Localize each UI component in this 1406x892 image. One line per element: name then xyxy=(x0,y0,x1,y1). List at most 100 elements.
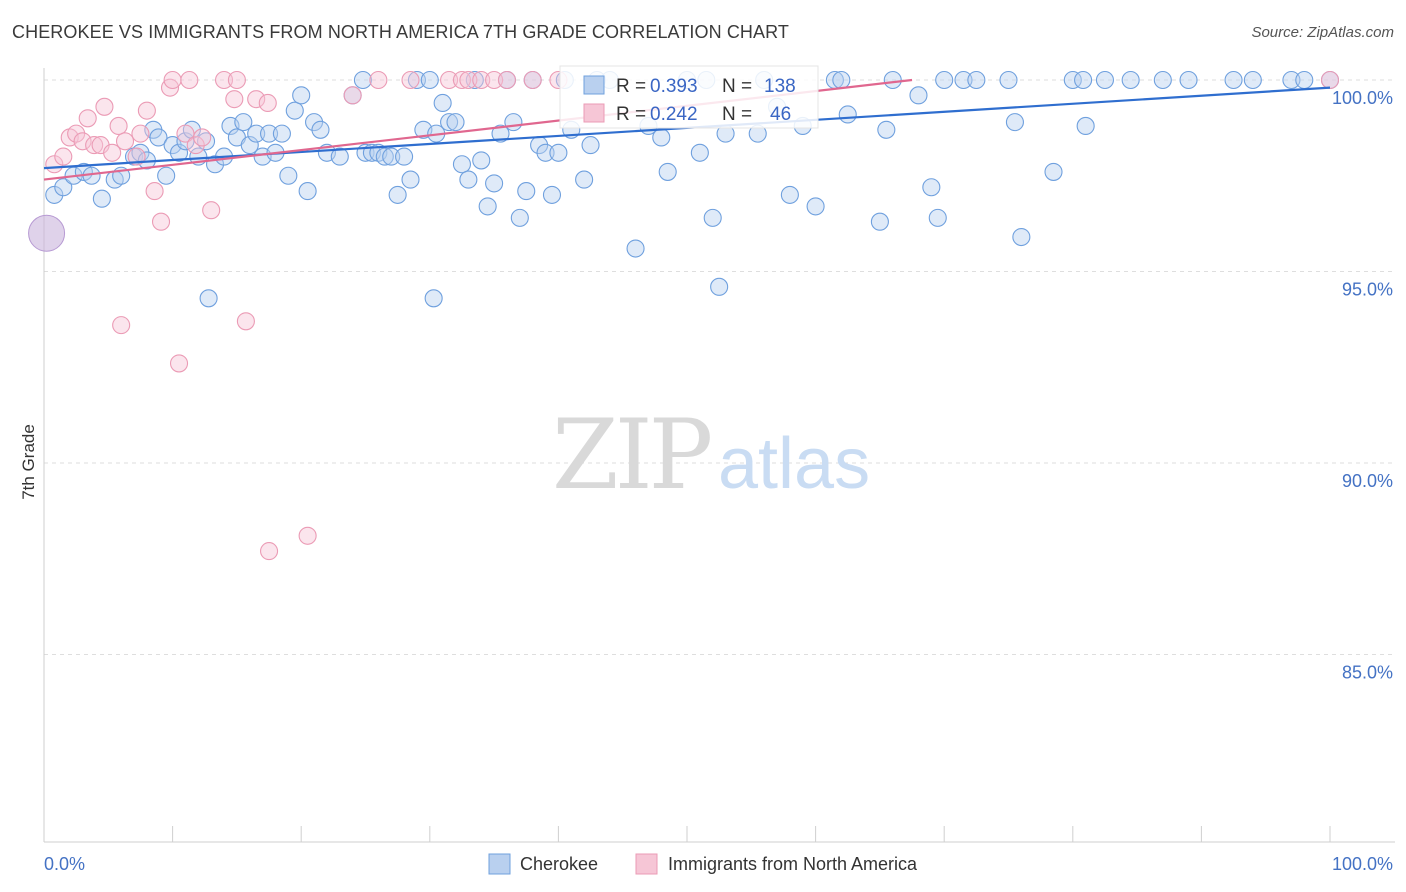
data-point-cherokee xyxy=(459,170,478,189)
data-point-immigrants xyxy=(369,70,388,90)
data-point-cherokee xyxy=(510,208,529,227)
stats-n-value-immigrants: 46 xyxy=(770,104,791,125)
data-point-cherokee xyxy=(298,182,317,201)
data-point-immigrants xyxy=(169,354,189,373)
stats-box: R = 0.393 N = 138 R = 0.242 N = 46 xyxy=(559,65,819,129)
data-point-cherokee xyxy=(954,70,973,90)
data-point-immigrants xyxy=(452,70,472,90)
data-point-cherokee xyxy=(433,93,452,113)
data-point-immigrants xyxy=(214,70,234,90)
data-point-cherokee xyxy=(999,70,1018,90)
data-point-cherokee xyxy=(285,101,304,120)
data-point-cherokee xyxy=(54,178,73,197)
data-point-cherokee xyxy=(517,182,536,201)
stats-r-label: R = xyxy=(616,104,646,125)
data-point-cherokee xyxy=(395,147,414,166)
gridlines xyxy=(44,79,1395,655)
data-point-immigrants xyxy=(95,97,114,116)
data-point-cherokee xyxy=(549,143,568,162)
stats-row-cherokee: R = 0.393 N = 138 xyxy=(583,75,796,97)
data-point-immigrants xyxy=(54,147,73,166)
legend-item-immigrants[interactable]: Immigrants from North America xyxy=(635,853,918,875)
data-point-immigrants xyxy=(85,136,104,155)
data-point-cherokee xyxy=(652,128,671,147)
data-point-immigrants xyxy=(259,542,279,561)
data-point-cherokee xyxy=(157,166,176,185)
watermark-atlas: atlas xyxy=(718,424,870,504)
data-point-immigrants xyxy=(485,70,504,90)
data-point-immigrants xyxy=(109,116,128,136)
data-point-cherokee xyxy=(1179,70,1198,90)
legend: Cherokee Immigrants from North America xyxy=(488,853,918,875)
data-point-cherokee xyxy=(240,136,259,155)
data-point-cherokee xyxy=(465,70,484,90)
data-point-immigrants xyxy=(78,109,97,128)
y-tick-label: 90.0% xyxy=(1342,471,1393,491)
data-point-cherokee xyxy=(491,124,510,143)
data-point-cherokee xyxy=(1224,70,1243,90)
data-point-immigrants xyxy=(163,70,182,90)
data-point-cherokee xyxy=(504,113,523,132)
data-point-cherokee xyxy=(935,70,954,90)
data-point-cherokee xyxy=(311,120,330,139)
data-point-cherokee xyxy=(169,143,189,162)
data-point-immigrants xyxy=(236,312,255,331)
y-tick-label: 100.0% xyxy=(1332,88,1393,108)
x-tick-label: 0.0% xyxy=(44,854,85,874)
data-point-cherokee xyxy=(575,170,594,189)
stats-n-value-cherokee: 138 xyxy=(764,76,796,97)
data-point-cherokee xyxy=(424,289,443,308)
data-point-cherokee xyxy=(440,113,459,132)
data-point-immigrants xyxy=(137,101,156,120)
data-point-cherokee xyxy=(407,70,426,90)
axes: 100.0% 95.0% 90.0% 85.0% 0.0% 100.0% xyxy=(43,68,1395,874)
y-tick-label: 95.0% xyxy=(1342,280,1393,300)
data-point-cherokee xyxy=(967,70,986,90)
data-point-immigrants xyxy=(180,70,199,90)
data-point-immigrants xyxy=(151,212,171,231)
data-point-cherokee xyxy=(703,208,722,227)
data-point-immigrants xyxy=(112,316,131,335)
stats-n-label: N = xyxy=(722,104,752,125)
data-point-cherokee xyxy=(838,105,857,124)
data-point-immigrants xyxy=(523,70,542,90)
data-point-immigrants xyxy=(73,132,92,151)
stats-r-value-cherokee: 0.393 xyxy=(650,76,698,97)
legend-item-cherokee[interactable]: Cherokee xyxy=(488,853,598,875)
data-point-cherokee xyxy=(883,70,902,90)
stats-row-immigrants: R = 0.242 N = 46 xyxy=(583,103,791,125)
data-point-cherokee xyxy=(259,124,279,143)
data-point-immigrants xyxy=(67,124,86,143)
data-point-cherokee xyxy=(536,143,555,162)
data-point-immigrants xyxy=(115,132,135,151)
data-point-cherokee xyxy=(581,136,600,155)
data-point-immigrants xyxy=(186,136,205,155)
data-point-cherokee xyxy=(199,289,218,308)
data-point-cherokee xyxy=(1121,70,1140,90)
x-tick-label: 100.0% xyxy=(1332,854,1393,874)
data-point-cherokee xyxy=(877,120,896,139)
data-point-cherokee xyxy=(1153,70,1172,90)
data-point-cherokee xyxy=(375,147,394,166)
data-point-cherokee xyxy=(1063,70,1082,90)
data-point-cherokee xyxy=(478,197,497,216)
data-point-cherokee xyxy=(353,70,372,90)
data-point-cherokee xyxy=(1005,113,1024,132)
data-point-cherokee xyxy=(1044,162,1063,181)
data-point-immigrants xyxy=(440,70,459,90)
data-point-immigrants xyxy=(176,124,195,143)
y-tick-label: 85.0% xyxy=(1342,663,1393,683)
data-point-immigrants xyxy=(202,201,221,220)
data-point-cherokee xyxy=(928,208,947,227)
data-point-cherokee xyxy=(247,124,266,143)
data-point-cherokee xyxy=(690,143,709,162)
stats-r-label: R = xyxy=(616,76,646,97)
watermark: ZIP atlas xyxy=(552,399,870,511)
data-point-immigrants xyxy=(193,128,212,147)
data-point-cherokee xyxy=(292,86,311,105)
data-point-immigrants xyxy=(131,124,150,143)
data-point-cherokee xyxy=(452,155,472,174)
y-axis-label: 7th Grade xyxy=(19,424,38,500)
data-point-cherokee xyxy=(1012,227,1031,247)
